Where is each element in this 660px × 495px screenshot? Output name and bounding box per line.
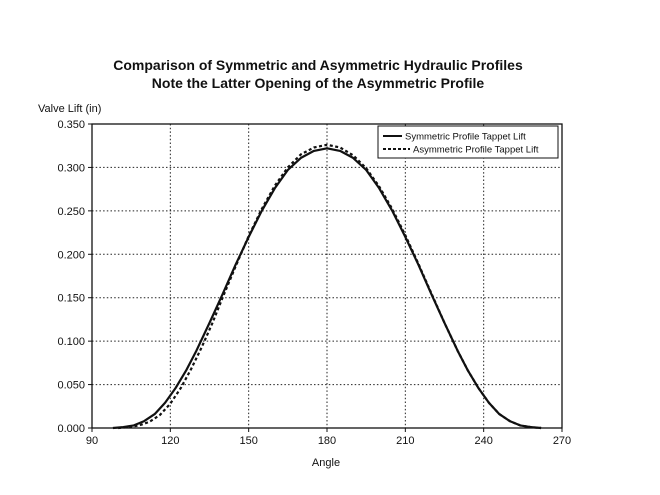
x-tick-label: 240 — [474, 435, 492, 447]
x-tick-label: 90 — [86, 435, 98, 447]
grid — [92, 124, 562, 428]
y-tick-label: 0.200 — [57, 249, 85, 261]
legend-asymmetric-label: Asymmetric Profile Tappet Lift — [413, 145, 539, 156]
x-tick-label: 120 — [161, 435, 179, 447]
y-tick-label: 0.000 — [57, 423, 85, 435]
asymmetric-profile-line — [118, 143, 542, 430]
legend: Symmetric Profile Tappet Lift Asymmetric… — [377, 125, 559, 159]
y-tick-label: 0.350 — [57, 119, 85, 131]
legend-symmetric-label: Symmetric Profile Tappet Lift — [405, 132, 526, 143]
symmetric-profile-line — [112, 147, 542, 430]
plot-frame — [91, 123, 563, 429]
y-tick-label: 0.250 — [57, 206, 85, 218]
x-axis-label: Angle — [312, 457, 340, 469]
x-tick-label: 150 — [239, 435, 257, 447]
y-tick-label: 0.150 — [57, 293, 85, 305]
x-tick-label: 180 — [318, 435, 336, 447]
y-tick-label: 0.050 — [57, 380, 85, 392]
x-tick-label: 210 — [396, 435, 414, 447]
chart-subtitle: Note the Latter Opening of the Asymmetri… — [152, 75, 485, 91]
chart-title: Comparison of Symmetric and Asymmetric H… — [113, 57, 523, 73]
legend-box — [377, 125, 559, 159]
y-axis-label: Valve Lift (in) — [38, 103, 101, 115]
x-tick-label: 270 — [553, 435, 571, 447]
y-tick-label: 0.300 — [57, 162, 85, 174]
axis-ticks: 90 120 150 180 210 240 270 0.000 0.050 0.100 0.150… — [57, 119, 571, 447]
y-tick-label: 0.100 — [57, 336, 85, 348]
series-lines — [112, 143, 542, 430]
